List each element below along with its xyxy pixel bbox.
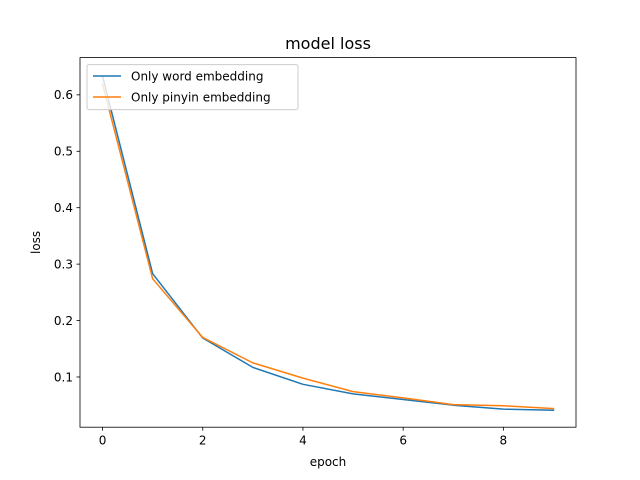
x-axis-label: epoch (310, 455, 347, 469)
x-tick-label: 2 (199, 434, 207, 448)
series-line-0 (101, 75, 555, 412)
y-axis-ticks: 0.1 0.2 0.3 0.4 0.5 0.6 (54, 88, 80, 384)
legend-label-pinyin-embedding: Only pinyin embedding (131, 91, 271, 105)
series-line-1 (101, 83, 555, 410)
y-tick-label: 0.2 (54, 314, 73, 328)
legend-label-word-embedding: Only word embedding (131, 70, 263, 84)
y-tick-label: 0.4 (54, 201, 73, 215)
x-tick-label: 4 (299, 434, 307, 448)
legend: Only word embedding Only pinyin embeddin… (86, 64, 299, 111)
x-tick-label: 6 (399, 434, 407, 448)
x-tick-label: 0 (99, 434, 107, 448)
legend-box (86, 64, 299, 111)
y-tick-label: 0.6 (54, 88, 73, 102)
x-tick-label: 8 (500, 434, 508, 448)
y-tick-label: 0.3 (54, 257, 73, 271)
x-axis-ticks: 0 2 4 6 8 (99, 427, 507, 448)
y-axis-label: loss (29, 231, 43, 254)
series-lines (101, 75, 555, 412)
chart-title: model loss (285, 34, 371, 53)
plot-frame (79, 57, 577, 428)
y-tick-label: 0.5 (54, 145, 73, 159)
y-tick-label: 0.1 (54, 370, 73, 384)
